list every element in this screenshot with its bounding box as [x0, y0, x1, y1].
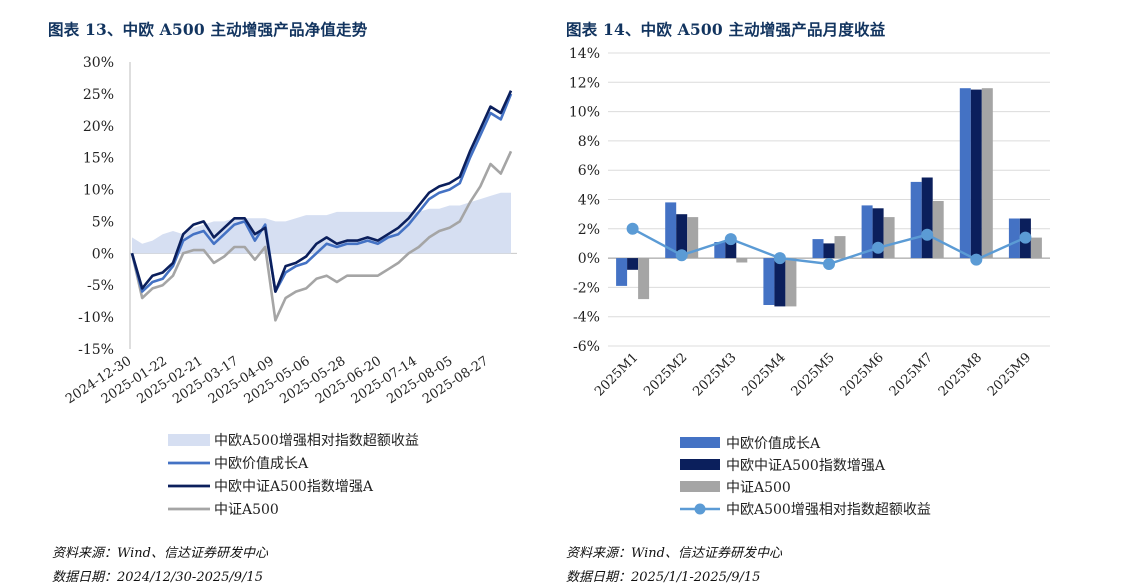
- y-tick-label: -10%: [78, 310, 114, 326]
- enhanced-fund-bar: [970, 89, 982, 259]
- enhanced-fund-bar: [921, 177, 933, 259]
- y-tick-label: -5%: [87, 278, 114, 294]
- y-tick-label: -4%: [573, 310, 600, 326]
- legend-swatch: [680, 459, 720, 470]
- y-tick-label: -2%: [573, 280, 600, 296]
- legend-swatch: [168, 434, 210, 446]
- growth-fund-bar: [910, 181, 922, 259]
- legend-label: 中欧A500增强相对指数超额收益: [214, 433, 419, 449]
- x-tick-label: 2025M8: [936, 350, 985, 399]
- y-tick-label: 30%: [83, 55, 114, 71]
- legend-label: 中欧中证A500指数增强A: [214, 479, 374, 495]
- legend-label: 中欧价值成长A: [214, 456, 309, 472]
- growth-fund-bar: [714, 242, 726, 259]
- index-bar: [883, 217, 895, 259]
- y-tick-label: 2%: [578, 222, 600, 238]
- y-tick-label: -15%: [78, 342, 114, 358]
- growth-fund-bar: [861, 205, 873, 259]
- y-tick-label: 10%: [83, 183, 114, 199]
- x-tick-label: 2025M9: [985, 350, 1034, 399]
- x-tick-label: 2025M4: [739, 350, 788, 399]
- enhanced-fund-bar: [823, 243, 835, 259]
- enhanced-fund-bar: [725, 242, 737, 259]
- y-tick-label: 6%: [578, 163, 600, 179]
- left-date-note: 数据日期：2024/12/30-2025/9/15: [52, 570, 263, 585]
- excess-return-point: [773, 252, 786, 265]
- x-tick-label: 2025M7: [887, 350, 936, 399]
- right-date-note: 数据日期：2025/1/1-2025/9/15: [566, 570, 761, 585]
- x-tick-label: 2025M1: [592, 350, 641, 399]
- y-tick-label: 5%: [92, 214, 114, 230]
- growth-fund-bar: [616, 258, 628, 286]
- y-tick-label: 12%: [569, 75, 600, 91]
- y-tick-label: 10%: [569, 105, 600, 121]
- index-line: [130, 150, 513, 322]
- y-tick-label: 14%: [569, 46, 600, 62]
- excess-return-area: [132, 192, 511, 254]
- legend-marker: [694, 503, 706, 515]
- excess-return-point: [823, 258, 835, 270]
- x-tick-label: 2025M5: [789, 350, 838, 399]
- index-bar: [687, 217, 699, 259]
- y-tick-label: 0%: [578, 251, 600, 267]
- right-chart-title: 图表 14、中欧 A500 主动增强产品月度收益: [566, 20, 886, 39]
- legend-swatch: [680, 481, 720, 492]
- excess-return-point: [872, 241, 885, 254]
- growth-fund-bar: [1008, 218, 1020, 259]
- excess-return-point: [724, 233, 737, 246]
- legend-label: 中欧中证A500指数增强A: [726, 458, 886, 474]
- index-bar: [638, 258, 650, 300]
- index-bar: [1030, 237, 1042, 259]
- enhanced-fund-bar: [676, 214, 688, 259]
- x-tick-label: 2025M6: [838, 350, 887, 399]
- x-tick-label: 2025M3: [690, 350, 739, 399]
- enhanced-fund-bar: [627, 258, 639, 270]
- enhanced-fund-line: [130, 90, 513, 293]
- index-bar: [981, 88, 993, 259]
- legend-label: 中欧价值成长A: [726, 436, 821, 452]
- legend-label: 中证A500: [214, 502, 279, 518]
- growth-fund-bar: [812, 239, 824, 259]
- y-tick-label: 8%: [578, 134, 600, 150]
- y-tick-label: 15%: [83, 151, 114, 167]
- monthly-bar-chart: -6% -4% -2% 0% 2% 4% 6% 8% 10% 12% 14% 2025M1 2025M2…: [569, 46, 1050, 518]
- index-bar: [785, 258, 797, 307]
- legend-label: 中欧A500增强相对指数超额收益: [726, 502, 931, 518]
- y-tick-label: 0%: [92, 246, 114, 262]
- y-tick-label: -6%: [573, 339, 600, 355]
- excess-return-point: [970, 253, 983, 266]
- growth-fund-bar: [959, 88, 971, 259]
- left-source-note: 资料来源：Wind、信达证券研发中心: [52, 546, 268, 561]
- growth-fund-line: [130, 93, 513, 293]
- y-tick-label: 4%: [578, 193, 600, 209]
- index-bar: [932, 201, 944, 259]
- legend-swatch: [680, 437, 720, 448]
- index-bar: [736, 258, 748, 263]
- y-tick-label: 20%: [83, 119, 114, 135]
- index-bar: [834, 236, 846, 259]
- growth-fund-bar: [763, 258, 775, 305]
- legend-label: 中证A500: [726, 480, 791, 496]
- excess-return-point: [921, 228, 934, 241]
- excess-return-point: [626, 222, 639, 235]
- excess-return-point: [675, 249, 688, 262]
- enhanced-fund-bar: [774, 258, 786, 307]
- y-tick-label: 25%: [83, 87, 114, 103]
- enhanced-fund-bar: [872, 208, 884, 259]
- left-chart-title: 图表 13、中欧 A500 主动增强产品净值走势: [48, 20, 368, 39]
- x-tick-label: 2025M2: [641, 350, 690, 399]
- right-source-note: 资料来源：Wind、信达证券研发中心: [566, 546, 782, 561]
- growth-fund-bar: [665, 202, 677, 259]
- excess-return-point: [1019, 231, 1032, 244]
- nav-line-chart: -15%-10%-5%0%5%10%15%20%25%30%2024-12-30…: [63, 55, 517, 518]
